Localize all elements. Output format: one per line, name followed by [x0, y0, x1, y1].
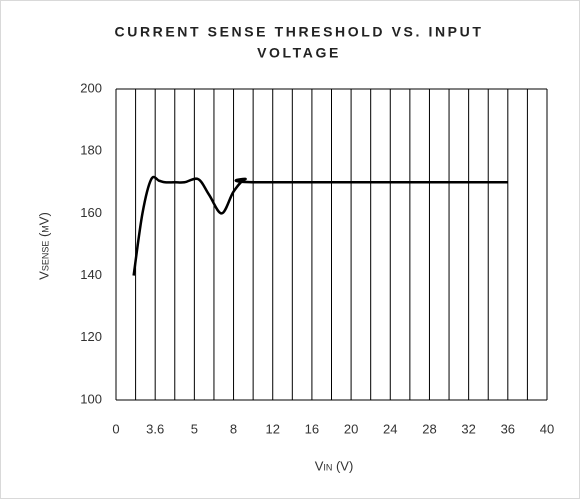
y-axis-label: Vsense (mV) — [36, 212, 51, 280]
x-tick-label: 28 — [422, 421, 436, 436]
x-tick-label: 0 — [112, 421, 119, 436]
chart-title: VOLTAGE — [257, 45, 341, 61]
x-tick-label: 8 — [230, 421, 237, 436]
x-tick-label: 16 — [305, 421, 319, 436]
x-tick-label: 20 — [344, 421, 358, 436]
x-tick-label: 24 — [383, 421, 397, 436]
x-tick-label: 12 — [265, 421, 279, 436]
y-tick-label: 180 — [80, 143, 102, 158]
y-tick-label: 160 — [80, 205, 102, 220]
y-tick-label: 140 — [80, 267, 102, 282]
x-tick-label: 40 — [540, 421, 554, 436]
chart-title: CURRENT SENSE THRESHOLD VS. INPUT — [115, 24, 484, 40]
x-tick-label: 36 — [501, 421, 515, 436]
x-tick-label: 3.6 — [146, 421, 164, 436]
y-tick-label: 100 — [80, 391, 102, 406]
x-tick-label: 32 — [461, 421, 475, 436]
x-axis-label: Vin (V) — [315, 458, 354, 473]
y-tick-label: 200 — [80, 80, 102, 95]
x-tick-label: 5 — [191, 421, 198, 436]
y-tick-label: 120 — [80, 329, 102, 344]
data-line — [132, 175, 508, 276]
